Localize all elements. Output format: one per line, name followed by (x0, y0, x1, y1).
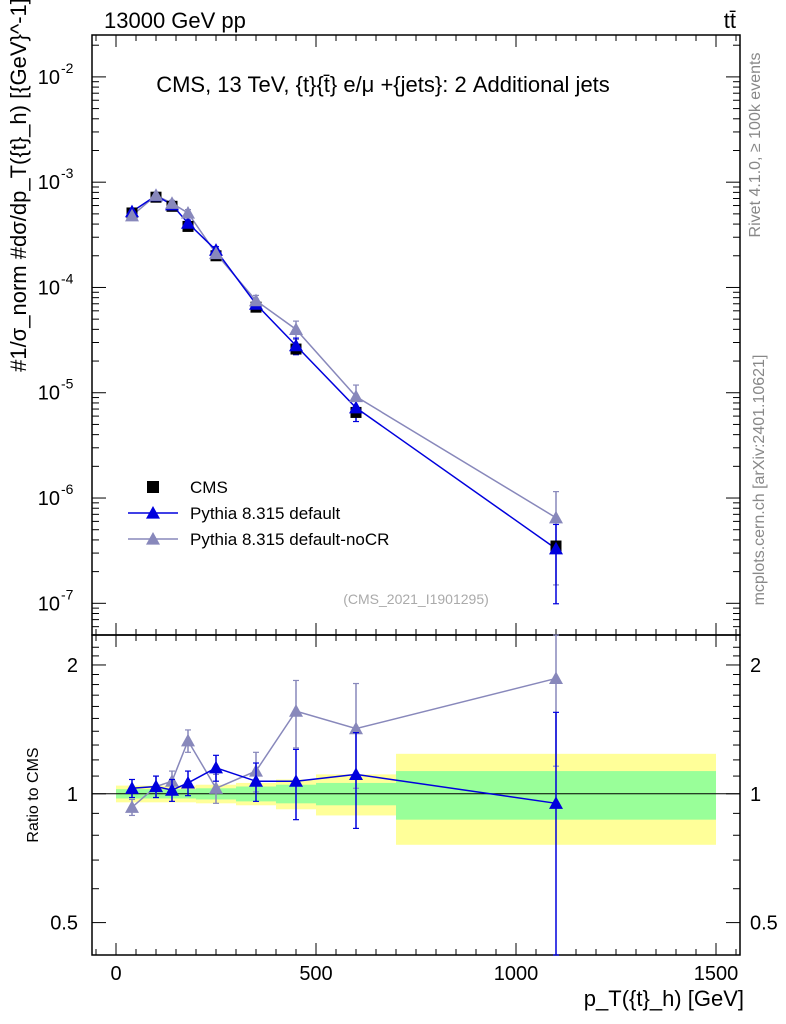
series-marker-main (349, 400, 363, 414)
y-tick-label: 10 (38, 277, 60, 299)
y-tick-exponent: -2 (61, 60, 74, 76)
y-tick-exponent: -4 (61, 270, 74, 286)
series-marker-ratio (249, 774, 263, 787)
series-marker-main (549, 510, 563, 524)
legend-marker-cms (147, 481, 159, 493)
series-marker-ratio (289, 774, 303, 787)
series-marker-main (149, 188, 163, 201)
legend-label: Pythia 8.315 default-noCR (190, 530, 389, 549)
series-marker-ratio (149, 779, 163, 793)
y-tick-label: 10 (38, 383, 60, 405)
legend-label: Pythia 8.315 default (190, 504, 341, 523)
ratio-tick-label-right: 1 (750, 784, 761, 806)
y-tick-exponent: -7 (61, 586, 74, 602)
series-marker-main (289, 322, 303, 335)
series-marker-main (289, 338, 303, 352)
ratio-tick-label: 1 (67, 784, 78, 806)
ratio-tick-label: 2 (67, 655, 78, 677)
mcplots-label: mcplots.cern.ch [arXiv:2401.10621] (751, 355, 768, 606)
ratio-tick-label: 0.5 (50, 913, 78, 935)
series-marker-main (249, 293, 263, 307)
x-tick-label: 1500 (694, 963, 739, 985)
x-axis-label: p_T({t}_h) [GeV] (584, 986, 744, 1011)
series-marker-main (549, 541, 563, 555)
x-tick-label: 500 (299, 963, 332, 985)
series-marker-main (125, 208, 139, 222)
series-marker-main (349, 389, 363, 403)
legend-marker (146, 506, 160, 519)
y-tick-exponent: -6 (61, 481, 74, 497)
ratio-tick-label-right: 0.5 (750, 913, 778, 935)
analysis-id: (CMS_2021_I1901295) (343, 591, 489, 607)
header-right: tt̄ (724, 8, 736, 33)
series-marker-main (181, 205, 195, 219)
ratio-y-axis-label: Ratio to CMS (25, 747, 42, 842)
series-marker-main (165, 196, 179, 209)
y-tick-label: 10 (38, 172, 60, 194)
series-marker-ratio (209, 760, 223, 774)
series-line-main (131, 194, 557, 519)
y-tick-label: 10 (38, 488, 60, 510)
series-marker-ratio (549, 796, 563, 809)
series-marker-ratio (165, 783, 179, 796)
y-tick-exponent: -3 (61, 165, 74, 181)
legend-marker (146, 532, 160, 545)
series-marker-ratio (181, 733, 195, 747)
series-marker-ratio (549, 671, 563, 685)
y-axis-label: #1/σ_norm #dσ/dp_T({t}_h) [{GeV}^-1] (6, 0, 31, 372)
series-marker-ratio (209, 781, 223, 794)
series-marker-ratio (125, 800, 139, 813)
ratio-tick-label-right: 2 (750, 655, 761, 677)
series-marker-ratio (349, 721, 363, 735)
series-marker-main (209, 246, 223, 260)
series-marker-ratio (181, 775, 195, 789)
series-marker-ratio (349, 767, 363, 780)
y-tick-exponent: -5 (61, 376, 74, 392)
legend-label: CMS (190, 478, 228, 497)
x-tick-label: 1000 (494, 963, 539, 985)
x-tick-label: 0 (110, 963, 121, 985)
series-marker-ratio (125, 781, 139, 794)
chart-title: CMS, 13 TeV, {t}{t̄} e/μ +{jets}: 2 Addi… (156, 72, 610, 97)
series-marker-main (181, 216, 195, 229)
series-marker-ratio (289, 704, 303, 717)
y-tick-label: 10 (38, 67, 60, 89)
rivet-label: Rivet 4.1.0, ≥ 100k events (747, 53, 764, 238)
y-tick-label: 10 (38, 593, 60, 615)
header-left: 13000 GeV pp (104, 8, 246, 33)
